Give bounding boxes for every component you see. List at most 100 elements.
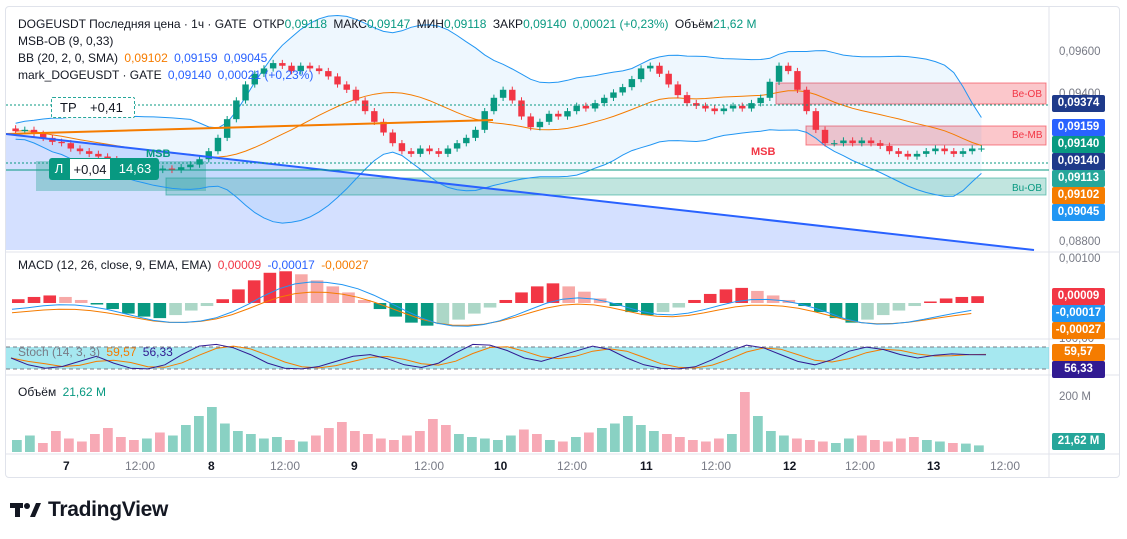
volume-tag: 21,62 M bbox=[1052, 433, 1105, 450]
chart-canvas[interactable]: MSB MSB Be-OB Be-MB Bu-OB bbox=[6, 7, 1119, 477]
macd-hist-bar bbox=[798, 303, 811, 307]
volume-bar bbox=[454, 434, 464, 452]
candle-body bbox=[711, 108, 718, 112]
candle-body bbox=[591, 103, 599, 109]
be-ob-zone bbox=[775, 82, 1047, 105]
tp-label: TP bbox=[60, 100, 77, 115]
mark-legend[interactable]: mark_DOGEUSDT · GATE 0,09140 0,00021 (+0… bbox=[18, 68, 316, 82]
time-tick: 13 bbox=[927, 459, 941, 473]
macd-line: -0,00017 bbox=[267, 258, 315, 272]
tradingview-logo[interactable]: TradingView bbox=[10, 498, 168, 522]
volume-pane bbox=[12, 392, 984, 452]
candle-body bbox=[803, 89, 810, 112]
bb-legend[interactable]: BB (20, 2, 0, SMA) 0,09102 0,09159 0,090… bbox=[18, 51, 270, 65]
volume-bar bbox=[376, 438, 386, 452]
macd-hist-bar bbox=[137, 303, 151, 317]
candle-body bbox=[426, 148, 433, 152]
macd-hist-bar bbox=[468, 303, 481, 314]
volume-name: Объём bbox=[18, 385, 57, 399]
candle-body bbox=[812, 111, 820, 130]
take-profit-box[interactable]: TP +0,41 bbox=[51, 97, 135, 118]
candle-body bbox=[279, 63, 286, 66]
macd-hist-bar bbox=[420, 303, 434, 326]
candle-body bbox=[720, 108, 728, 112]
candle-body bbox=[867, 140, 875, 144]
candle-body bbox=[159, 168, 166, 170]
candle-body bbox=[490, 97, 498, 112]
candle-body bbox=[104, 156, 111, 160]
macd-hist-bar bbox=[216, 299, 230, 303]
candle-body bbox=[453, 143, 461, 149]
price-tag: 0,09159 bbox=[1052, 119, 1105, 136]
candle-body bbox=[831, 143, 838, 145]
macd-tag: -0,00027 bbox=[1052, 322, 1105, 339]
volume-bar bbox=[571, 437, 581, 452]
volume-bar bbox=[337, 422, 347, 452]
macd-hist-bar bbox=[27, 296, 41, 303]
volume-bar bbox=[25, 435, 35, 452]
bb-name: BB (20, 2, 0, SMA) bbox=[18, 51, 119, 65]
volume-legend[interactable]: Объём 21,62 M bbox=[18, 385, 109, 399]
volume-bar bbox=[272, 437, 282, 452]
volume-bar bbox=[350, 431, 360, 452]
volume-bar bbox=[12, 440, 22, 452]
candle-body bbox=[656, 65, 663, 74]
macd-name: MACD (12, 26, close, 9, EMA, EMA) bbox=[18, 258, 212, 272]
volume-bar bbox=[298, 441, 308, 452]
volume-bar bbox=[779, 435, 789, 452]
chart-frame[interactable]: MSB MSB Be-OB Be-MB Bu-OB TP +0,41 Л +0,… bbox=[5, 6, 1120, 478]
blue-downtrend-line[interactable] bbox=[6, 133, 1035, 251]
high-label: МАКС bbox=[333, 17, 367, 31]
macd-hist-bar bbox=[892, 303, 906, 311]
position-ratio-box[interactable]: Л +0,04 14,63 bbox=[49, 158, 159, 180]
candle-body bbox=[840, 140, 847, 144]
volume-bar bbox=[324, 428, 334, 452]
candle-body bbox=[371, 111, 378, 122]
candle-body bbox=[315, 68, 323, 72]
candle-body bbox=[748, 103, 755, 109]
volume-bar bbox=[233, 431, 243, 452]
candle-body bbox=[665, 73, 672, 85]
symbol-line: DOGEUSDT Последняя цена · 1ч · GATE bbox=[18, 17, 247, 31]
candle-body bbox=[904, 153, 912, 157]
candle-body bbox=[297, 65, 304, 72]
macd-hist-bar bbox=[939, 298, 953, 303]
stoch-legend[interactable]: Stoch (14, 3, 3) 59,57 56,33 bbox=[18, 345, 176, 359]
volume-bar bbox=[753, 416, 763, 452]
header-legend[interactable]: DOGEUSDT Последняя цена · 1ч · GATE ОТКР… bbox=[18, 17, 759, 31]
stoch-d: 56,33 bbox=[142, 345, 173, 359]
candle-body bbox=[499, 89, 507, 98]
volume-value: 21,62 M bbox=[713, 17, 757, 31]
volume-bar bbox=[246, 434, 256, 452]
candle-body bbox=[564, 111, 571, 117]
candle-body bbox=[407, 151, 415, 154]
price-tick: 0,08800 bbox=[1059, 236, 1101, 248]
volume-tick: 200 M bbox=[1059, 391, 1091, 403]
macd-hist-bar bbox=[200, 303, 214, 307]
macd-hist-bar bbox=[876, 303, 890, 316]
macd-legend[interactable]: MACD (12, 26, close, 9, EMA, EMA) 0,0000… bbox=[18, 258, 372, 272]
macd-hist-bar bbox=[326, 286, 340, 303]
stoch-name: Stoch (14, 3, 3) bbox=[18, 345, 101, 359]
macd-hist-bar bbox=[924, 301, 937, 303]
volume-bar bbox=[584, 432, 594, 452]
macd-pane bbox=[11, 271, 984, 327]
time-tick: 12:00 bbox=[701, 459, 732, 473]
volume-bar bbox=[701, 441, 711, 452]
bb-fill bbox=[15, 15, 982, 224]
orange-trendline[interactable] bbox=[6, 119, 494, 135]
volume-bar bbox=[441, 425, 451, 452]
volume-bar bbox=[909, 437, 919, 452]
candle-body bbox=[463, 137, 470, 144]
macd-hist-bar bbox=[373, 303, 387, 310]
candle-body bbox=[886, 145, 893, 152]
price-tick: 0,09600 bbox=[1059, 46, 1101, 58]
macd-hist-bar bbox=[735, 287, 748, 303]
candle-body bbox=[757, 97, 764, 104]
bu-ob-label: Bu-OB bbox=[1012, 183, 1042, 194]
bb-upper-line bbox=[15, 14, 982, 129]
volume-bar bbox=[467, 437, 477, 452]
macd-hist-bar bbox=[814, 303, 827, 313]
volume-bar bbox=[818, 441, 828, 452]
msb-legend[interactable]: MSB-OB (9, 0,33) bbox=[18, 34, 116, 48]
